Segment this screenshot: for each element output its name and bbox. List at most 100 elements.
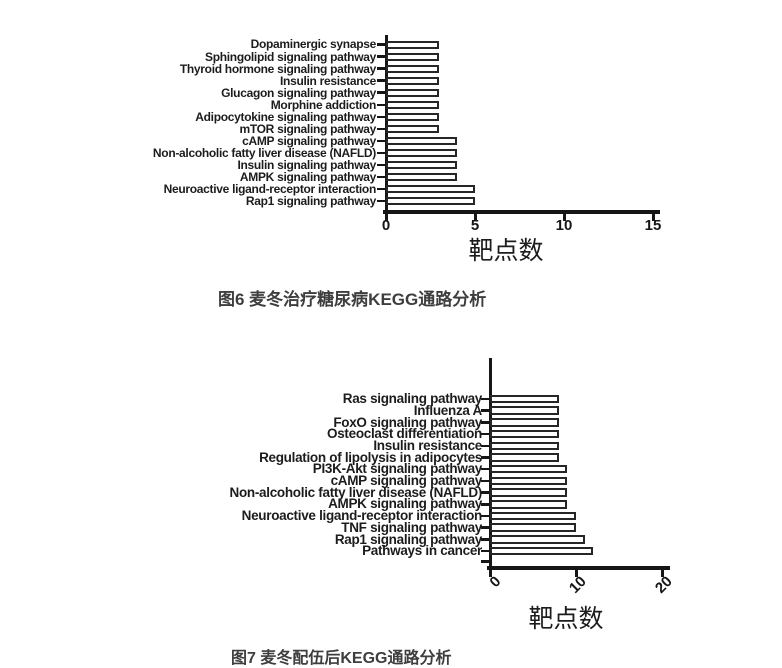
category-tick	[481, 526, 490, 529]
bar	[386, 64, 440, 73]
y-axis-line	[488, 358, 492, 569]
category-tick	[377, 127, 386, 131]
category-tick	[481, 514, 490, 518]
category-tick	[481, 560, 490, 563]
bar	[490, 546, 594, 556]
bar	[490, 511, 576, 521]
category-tick	[377, 103, 386, 106]
bar	[490, 406, 559, 415]
x-tick	[473, 213, 477, 221]
category-tick	[377, 139, 386, 143]
x-tick	[562, 213, 566, 221]
category-label: Influenza A	[413, 402, 483, 418]
bar	[386, 173, 458, 182]
bar	[386, 100, 440, 109]
x-tick	[488, 569, 492, 577]
bar	[490, 476, 568, 486]
x-axis-title: 靶点数	[528, 604, 604, 633]
x-tick-label: 10	[555, 217, 573, 234]
x-tick-label: 15	[644, 217, 662, 234]
x-tick	[651, 213, 655, 221]
category-label: Non-alcoholic fatty liver disease (NAFLD…	[152, 145, 376, 160]
category-label: Rap1 signaling pathway	[334, 531, 482, 547]
category-label: Dopaminergic synapse	[250, 37, 377, 52]
category-label: Glucagon signaling pathway	[221, 85, 376, 100]
category-label: mTOR signaling pathway	[239, 121, 376, 136]
category-label: Pathways in cancer	[362, 543, 482, 559]
category-tick	[481, 444, 490, 448]
category-label: Rap1 signaling pathway	[245, 194, 376, 209]
category-label: AMPK signaling pathway	[239, 170, 376, 185]
bar	[386, 124, 440, 133]
category-label: Insulin resistance	[373, 437, 482, 453]
bar	[386, 185, 475, 194]
y-axis-line	[384, 35, 388, 213]
category-tick	[481, 456, 490, 459]
category-tick	[377, 199, 386, 203]
x-tick	[660, 569, 664, 577]
category-label: Regulation of lipolysis in adipocytes	[259, 449, 482, 465]
category-tick	[481, 491, 490, 494]
bar	[386, 76, 440, 85]
bar	[490, 535, 585, 544]
figure7-caption: 图7 麦冬配伍后KEGG通路分析	[231, 650, 452, 667]
bar	[386, 112, 440, 121]
bar	[490, 464, 568, 474]
category-tick	[481, 503, 490, 506]
category-label: Morphine addiction	[270, 97, 377, 112]
category-tick	[377, 187, 386, 191]
category-tick	[377, 55, 386, 58]
category-tick	[481, 432, 490, 436]
category-label: Neuroactive ligand-receptor interaction	[163, 182, 377, 197]
category-label: Thyroid hormone signaling pathway	[179, 61, 376, 76]
bar	[386, 161, 458, 169]
category-tick	[377, 175, 386, 179]
category-tick	[377, 115, 386, 119]
category-tick	[377, 91, 386, 94]
category-label: Non-alcoholic fatty liver disease (NAFLD…	[229, 484, 483, 500]
x-tick-label: 0	[486, 573, 505, 591]
bar	[490, 500, 568, 509]
category-label: Neuroactive ligand-receptor interaction	[241, 508, 483, 524]
category-label: FoxO signaling pathway	[333, 414, 482, 430]
bar	[386, 40, 440, 49]
bar	[386, 52, 440, 61]
bar	[490, 418, 559, 427]
category-label: TNF signaling pathway	[341, 519, 482, 535]
category-tick	[481, 397, 490, 401]
bar	[490, 488, 568, 497]
bar	[490, 441, 559, 451]
bar	[490, 453, 559, 462]
category-tick	[481, 549, 490, 553]
category-label: Sphingolipid signaling pathway	[204, 49, 376, 64]
category-tick	[377, 151, 386, 155]
category-label: Adipocytokine signaling pathway	[195, 109, 376, 124]
x-tick-label: 0	[381, 217, 391, 234]
category-label: Ras signaling pathway	[342, 391, 483, 407]
category-tick	[377, 67, 386, 70]
category-tick	[481, 467, 490, 471]
figure6-caption: 图6 麦冬治疗糖尿病KEGG通路分析	[218, 290, 487, 309]
category-tick	[481, 409, 490, 412]
bar	[386, 148, 458, 157]
category-label: cAMP signaling pathway	[330, 473, 483, 489]
category-label: Osteoclast differentiation	[327, 426, 482, 442]
bar	[490, 429, 559, 439]
x-axis-line	[383, 210, 660, 214]
category-tick	[481, 479, 490, 483]
category-label: cAMP signaling pathway	[242, 133, 376, 148]
category-tick	[481, 421, 490, 424]
x-tick-label: 5	[470, 217, 480, 234]
x-tick-label: 20	[652, 573, 677, 597]
bar	[490, 394, 559, 404]
bar	[490, 523, 576, 532]
category-label: Insulin resistance	[280, 73, 376, 88]
bar	[386, 197, 475, 206]
category-label: Insulin signaling pathway	[237, 157, 376, 172]
bar	[386, 136, 458, 145]
x-axis-line	[487, 566, 670, 570]
x-tick	[384, 213, 388, 221]
